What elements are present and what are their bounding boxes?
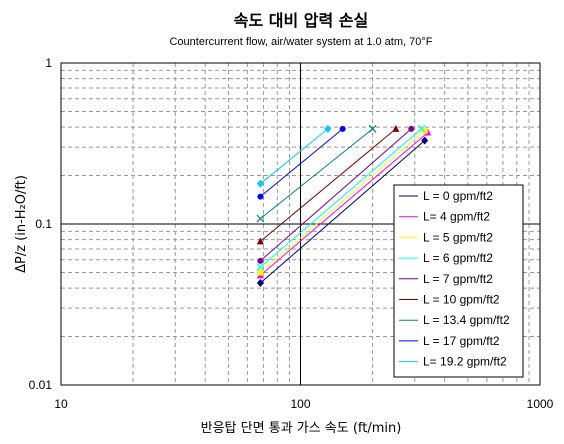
data-point [256, 237, 264, 245]
series-line [260, 128, 373, 220]
x-axis-label: 반응탑 단면 통과 가스 속도 (ft/min) [201, 421, 402, 436]
x-tick-label: 1000 [527, 397, 554, 411]
series-line [260, 140, 426, 284]
legend-item: L= 19.2 gpm/ft2 [399, 355, 507, 369]
series-line [260, 128, 412, 262]
legend-item: L= 4 gpm/ft2 [399, 210, 490, 224]
series-line [260, 132, 429, 276]
series-line [260, 130, 426, 273]
data-point [256, 179, 264, 188]
legend-label: L = 6 gpm/ft2 [423, 251, 493, 265]
x-tick-label: 100 [290, 397, 310, 411]
series-1 [256, 136, 429, 288]
y-tick-label: 0.1 [35, 217, 52, 231]
legend: L = 0 gpm/ft2 L= 4 gpm/ft2 L = 5 gpm/ft2 L … [393, 184, 524, 378]
legend-item: L = 0 gpm/ft2 [399, 189, 493, 203]
legend-item: L = 10 gpm/ft2 [399, 293, 500, 307]
data-point [257, 257, 264, 264]
legend-label: L = 13.4 gpm/ft2 [423, 313, 510, 327]
data-point [417, 124, 426, 133]
x-marker-stroke [256, 214, 265, 223]
legend-item: L = 5 gpm/ft2 [399, 230, 493, 244]
series-group [256, 124, 432, 288]
x-tick-label: 10 [54, 397, 68, 411]
tick-labels: 10 100 1000 0.01 0.1 1 [29, 56, 554, 411]
data-point [324, 124, 332, 133]
data-point [256, 263, 265, 272]
series-9 [256, 124, 332, 188]
legend-item: L = 13.4 gpm/ft2 [399, 313, 510, 327]
series-7 [256, 124, 377, 223]
legend-label: L = 0 gpm/ft2 [423, 189, 493, 203]
series-line [260, 128, 422, 268]
data-point [408, 125, 415, 132]
chart-title: 속도 대비 압력 손실 [234, 11, 368, 30]
legend-label: L= 4 gpm/ft2 [423, 210, 490, 224]
legend-label: L = 5 gpm/ft2 [423, 230, 493, 244]
data-point [421, 136, 429, 145]
data-point [256, 214, 265, 223]
data-point [421, 127, 428, 134]
x-marker-stroke [417, 124, 426, 133]
series-8 [257, 125, 346, 200]
legend-item: L = 7 gpm/ft2 [399, 272, 493, 286]
y-axis-label: ΔP/z (in-H₂O/ft) [14, 175, 29, 273]
data-point [368, 124, 377, 133]
series-line [260, 128, 343, 197]
data-point [424, 128, 432, 136]
data-point [339, 125, 346, 132]
series-4 [256, 124, 426, 272]
x-marker-stroke [368, 124, 377, 133]
series-6 [256, 124, 400, 245]
chart-subtitle: Countercurrent flow, air/water system at… [169, 36, 432, 48]
data-point [392, 124, 400, 132]
legend-item: L = 6 gpm/ft2 [399, 251, 493, 265]
y-tick-label: 1 [45, 56, 52, 70]
x-marker-stroke [256, 263, 265, 272]
series-3 [257, 127, 428, 276]
legend-label: L= 19.2 gpm/ft2 [423, 355, 507, 369]
plot-border [60, 62, 541, 386]
series-line [260, 128, 397, 242]
data-point [257, 193, 264, 200]
y-tick-label: 0.01 [29, 378, 53, 392]
legend-label: L = 7 gpm/ft2 [423, 272, 493, 286]
data-point [257, 269, 264, 276]
legend-label: L = 17 gpm/ft2 [423, 334, 500, 348]
legend-item: L = 17 gpm/ft2 [399, 334, 500, 348]
series-line [260, 128, 329, 185]
series-5 [257, 125, 415, 264]
legend-label: L = 10 gpm/ft2 [423, 293, 500, 307]
data-point [256, 279, 264, 288]
